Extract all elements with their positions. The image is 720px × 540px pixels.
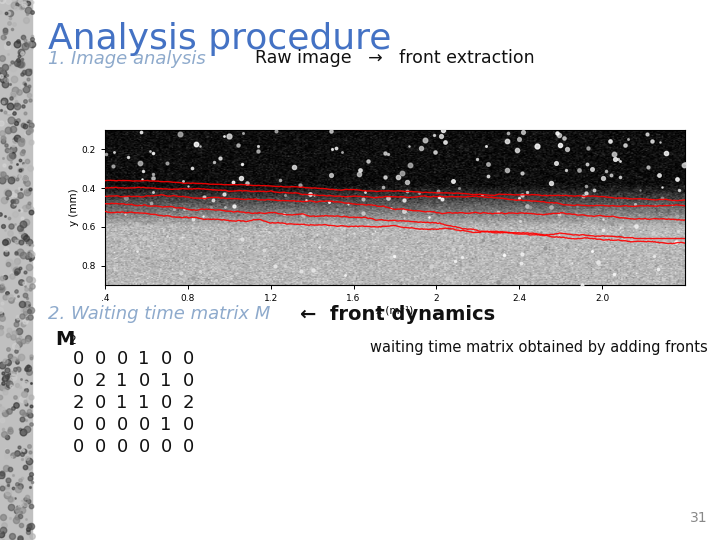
X-axis label: x (m⁻¹): x (m⁻¹) [377,306,413,316]
Text: 0: 0 [138,416,150,434]
Text: 0: 0 [161,394,171,412]
Text: 0: 0 [94,416,106,434]
Text: 1: 1 [117,394,127,412]
Text: 0: 0 [117,416,127,434]
Text: 0: 0 [117,350,127,368]
Text: 1: 1 [161,372,171,390]
Text: waiting time matrix obtained by adding fronts: waiting time matrix obtained by adding f… [370,340,708,355]
Text: 0: 0 [94,438,106,456]
Y-axis label: y (mm): y (mm) [69,188,78,226]
Text: Analysis procedure: Analysis procedure [48,22,392,56]
Text: 1: 1 [161,416,171,434]
Text: 2. Waiting time matrix M: 2. Waiting time matrix M [48,305,271,323]
Text: 0: 0 [73,350,84,368]
Text: 0: 0 [73,438,84,456]
Text: Raw image   →   front extraction: Raw image → front extraction [255,49,535,67]
Text: 0: 0 [117,438,127,456]
Text: 2: 2 [68,334,76,347]
Text: 0: 0 [138,438,150,456]
Text: 1. Image analysis: 1. Image analysis [48,50,206,68]
Text: 31: 31 [690,511,708,525]
Text: ←  front dynamics: ← front dynamics [300,305,495,324]
Text: 1: 1 [117,372,127,390]
Text: 0: 0 [182,438,194,456]
Text: 0: 0 [73,416,84,434]
Text: 2: 2 [94,372,106,390]
Text: 1: 1 [138,350,150,368]
Text: 0: 0 [182,372,194,390]
Text: 0: 0 [182,416,194,434]
Bar [0,0,32,540]
Text: 0: 0 [138,372,150,390]
Text: 0: 0 [182,350,194,368]
Text: 1: 1 [138,394,150,412]
Text: 0: 0 [73,372,84,390]
Text: 2: 2 [72,394,84,412]
Text: 0: 0 [161,350,171,368]
Text: 0: 0 [94,350,106,368]
Text: 2: 2 [182,394,194,412]
Text: 0: 0 [94,394,106,412]
Text: 0: 0 [161,438,171,456]
Text: M: M [55,330,74,349]
